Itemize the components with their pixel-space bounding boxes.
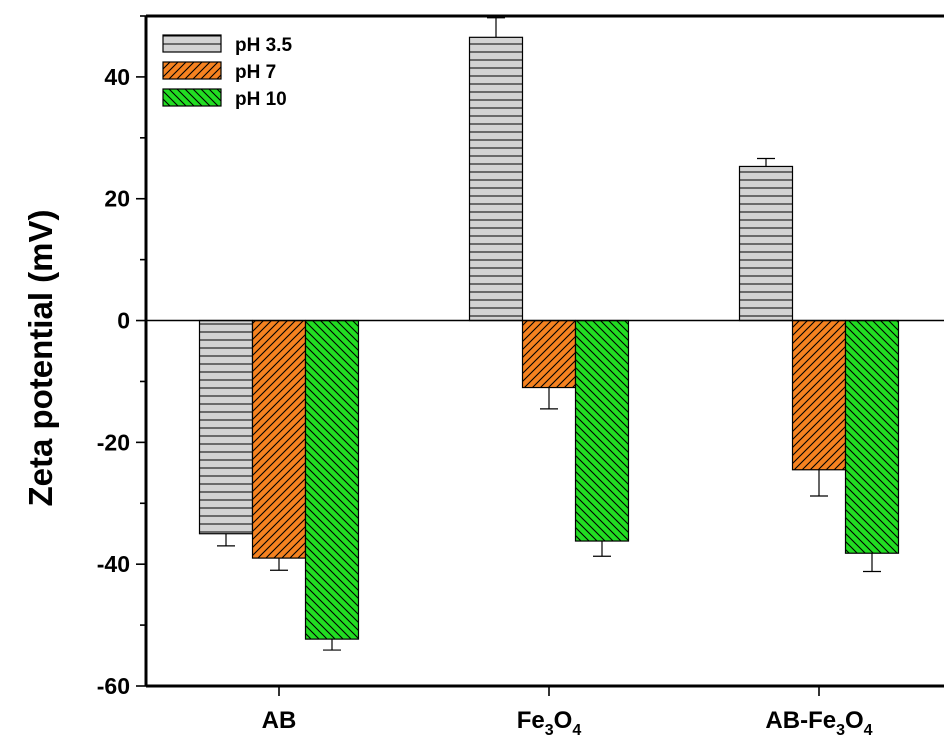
bar-ab-fe3o4-ph-10: [844, 319, 900, 554]
y-tick-label: -60: [97, 673, 130, 699]
bar-fe3o4-ph-3-5: [468, 36, 524, 322]
bar-ab-ph-10: [304, 319, 360, 640]
bar-fe3o4-ph-10: [574, 319, 630, 542]
y-tick-label: -40: [97, 551, 130, 577]
legend-swatch-ph-10: [162, 88, 222, 107]
bar-ab-fe3o4-ph-7: [791, 319, 847, 471]
x-tick-label-ab: AB: [262, 707, 297, 734]
legend-label-ph-7: pH 7: [235, 62, 276, 83]
y-tick-label: -20: [97, 429, 130, 455]
errorbars-layer: [217, 17, 881, 651]
legend: pH 3.5 pH 7 pH 10: [162, 34, 292, 110]
axes-layer: -60 -40 -20 0 20 40 AB Fe3O4 AB-Fe3O4: [97, 14, 944, 739]
y-tick-label: 0: [117, 308, 130, 334]
x-tick-label-fe3o4: Fe3O4: [517, 707, 582, 739]
y-axis-label: Zeta potential (mV): [22, 209, 59, 506]
bar-ab-ph-3-5: [198, 319, 254, 535]
bar-fe3o4-ph-7: [521, 319, 577, 389]
legend-swatch-ph-3-5: [162, 34, 222, 53]
x-tick-label-ab-fe3o4: AB-Fe3O4: [765, 707, 872, 739]
legend-label-ph-3-5: pH 3.5: [235, 35, 292, 56]
y-tick-label: 20: [104, 186, 130, 212]
legend-label-ph-10: pH 10: [235, 89, 287, 110]
bar-ab-fe3o4-ph-3-5: [738, 165, 794, 322]
bars-layer: [198, 36, 900, 640]
y-tick-label: 40: [104, 64, 130, 90]
legend-swatch-ph-7: [162, 61, 222, 80]
bar-ab-ph-7: [251, 319, 307, 559]
